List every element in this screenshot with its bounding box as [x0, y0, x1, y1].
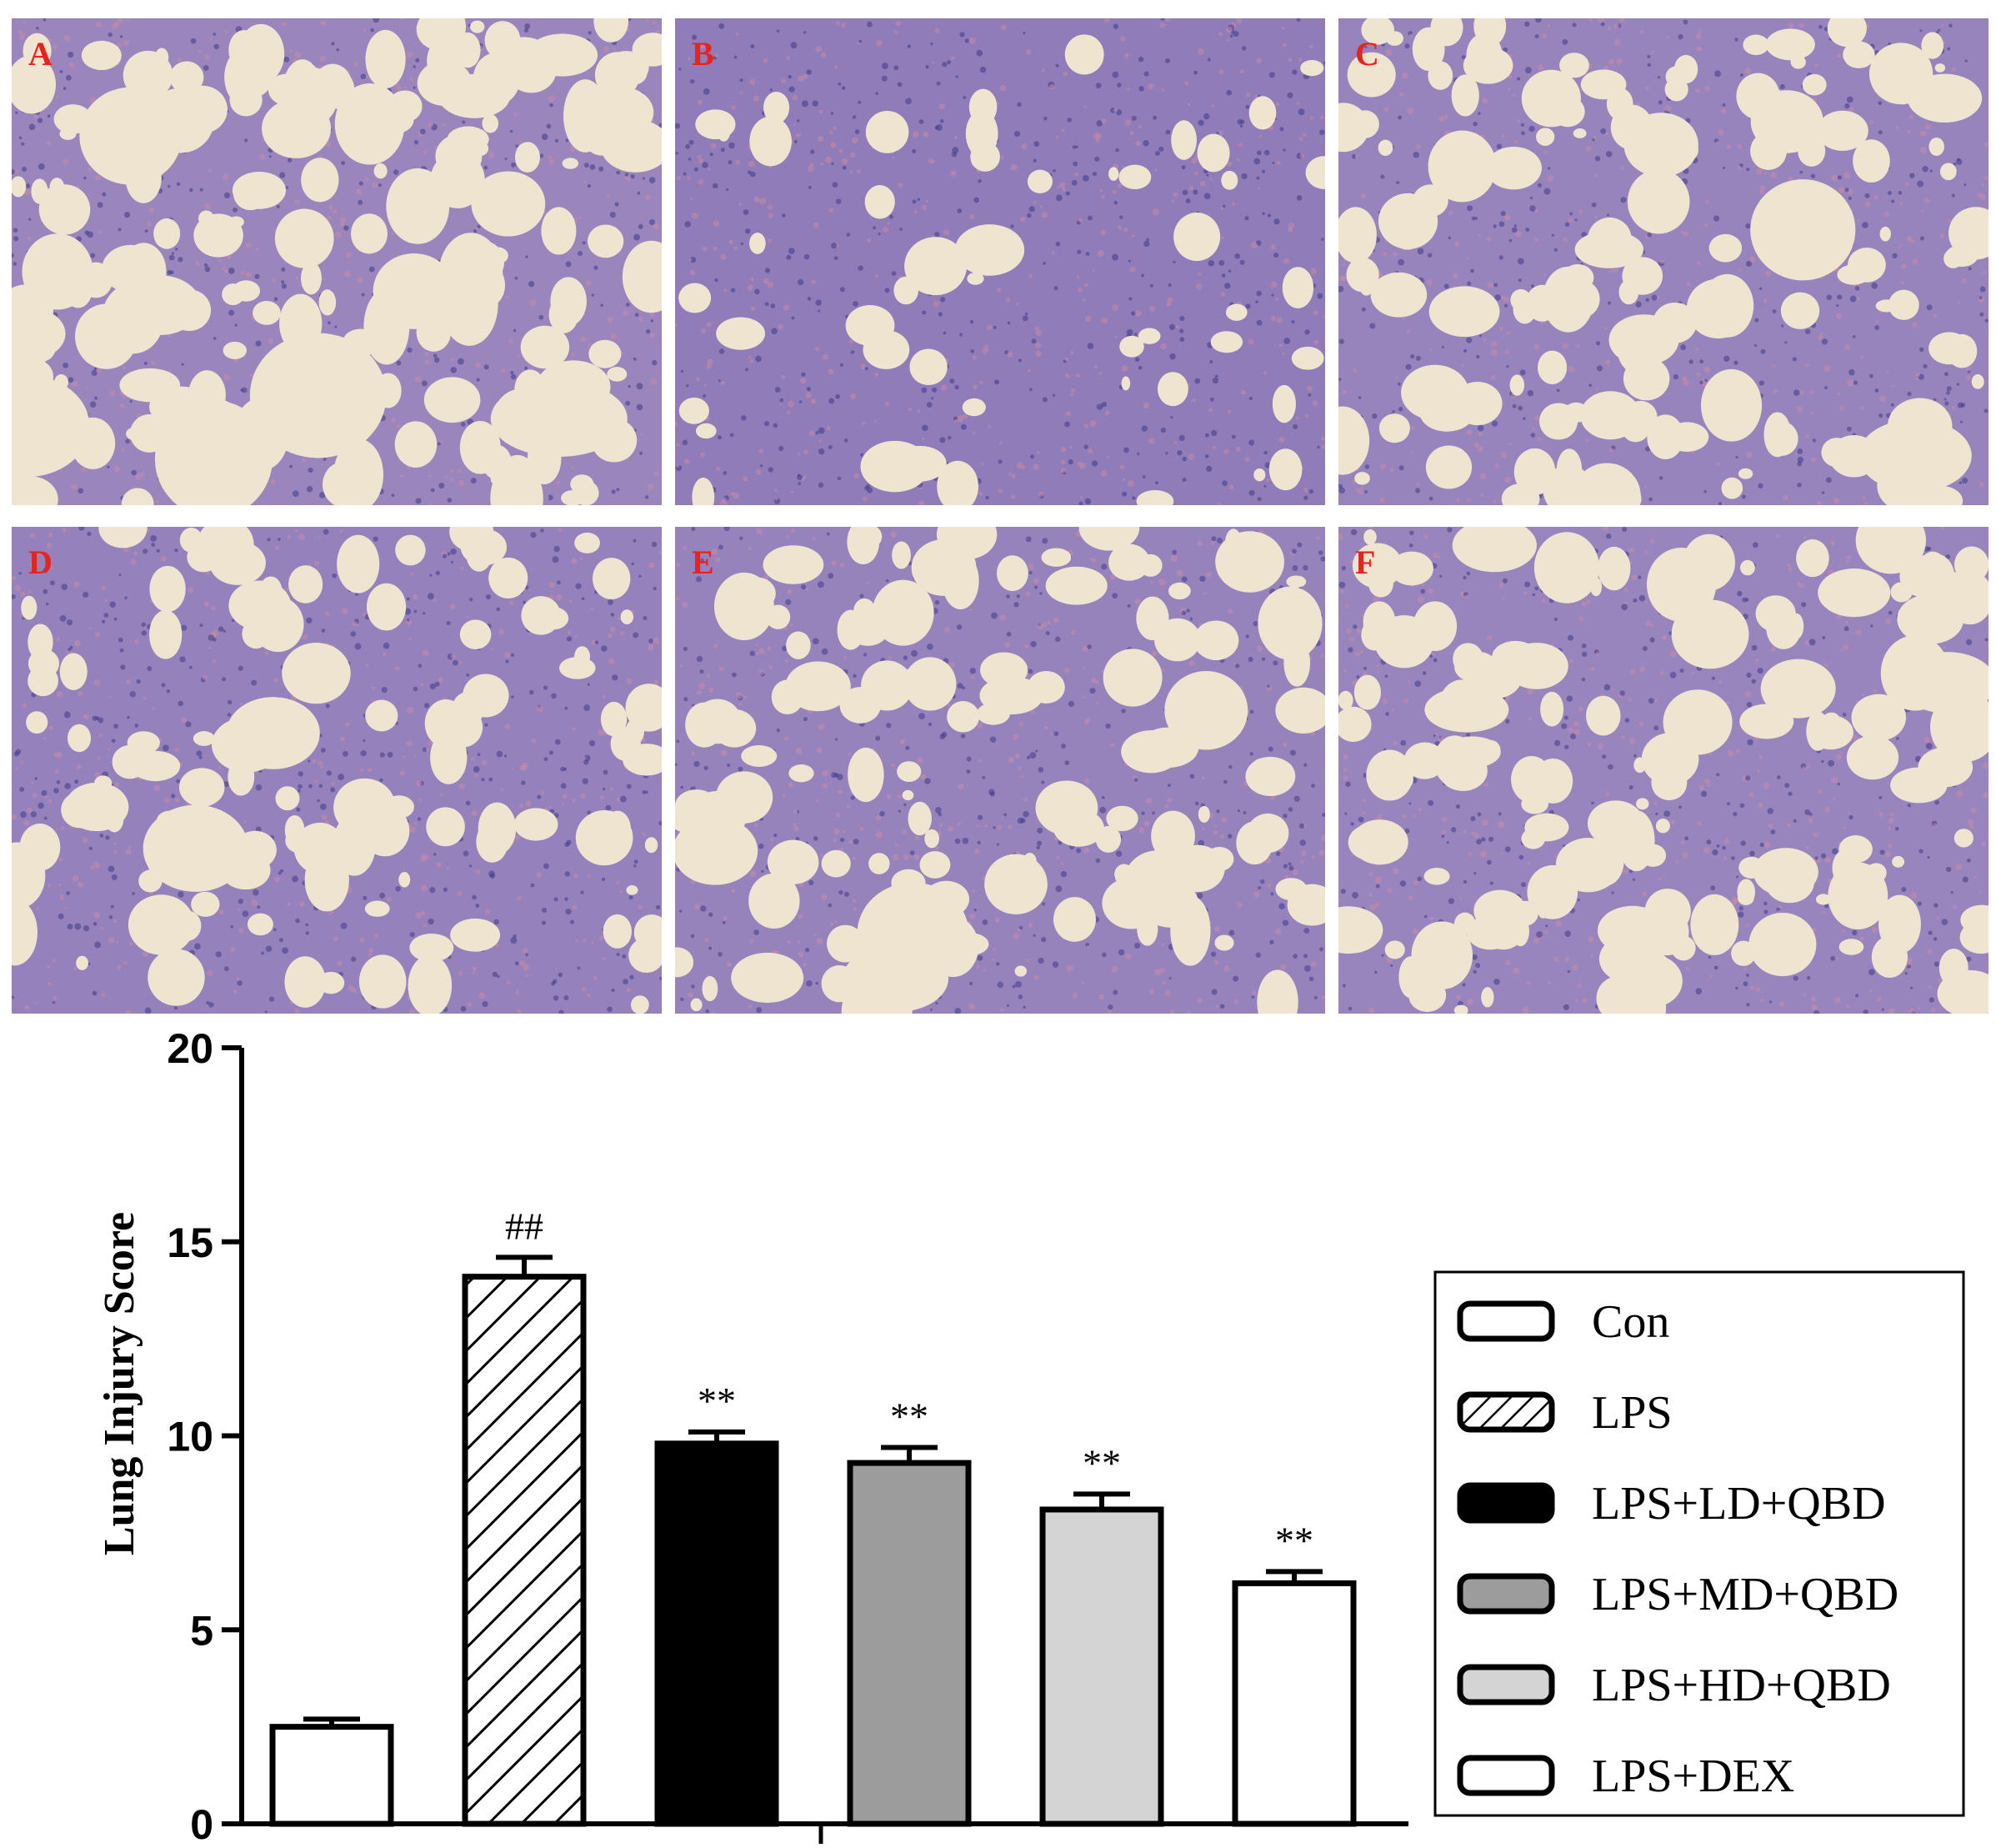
legend-swatch — [1457, 1482, 1555, 1524]
micrograph-panels: A B C D E F — [12, 18, 1988, 1014]
legend-swatch — [1457, 1573, 1555, 1615]
significance-label: ** — [698, 1380, 736, 1422]
legend-item: LPS+DEX — [1457, 1750, 1794, 1802]
panel-label: D — [28, 543, 53, 581]
legend-label: Con — [1592, 1296, 1669, 1348]
micrograph-panel-e: E — [675, 527, 1325, 1014]
bar-chart: 0 5 10 15 20 ## ** ** ** ** Lung Injury Score — [96, 1025, 1408, 1848]
bar-lps-ld-qbd — [654, 1440, 779, 1827]
panel-label: B — [692, 35, 714, 73]
y-axis: 0 5 10 15 20 — [167, 1025, 244, 1848]
y-axis-label: Lung Injury Score — [96, 1212, 143, 1555]
y-tick-label: 10 — [167, 1414, 213, 1460]
micrograph-panel-c: C — [1338, 18, 1988, 505]
micrograph-panel-b: B — [675, 18, 1325, 505]
legend-swatch — [1457, 1664, 1555, 1705]
micrograph-panel-a: A — [12, 18, 662, 505]
bar-con — [269, 1724, 394, 1827]
y-tick-label: 5 — [190, 1607, 213, 1654]
legend-label: LPS+HD+QBD — [1592, 1660, 1891, 1711]
legend-item: LPS+MD+QBD — [1457, 1569, 1898, 1620]
x-axis — [239, 1821, 1408, 1844]
significance-label: ** — [890, 1395, 928, 1437]
y-tick-label: 15 — [167, 1219, 213, 1266]
y-tick-label: 0 — [190, 1801, 213, 1848]
bar-lps-dex — [1232, 1580, 1357, 1827]
significance-label: ** — [1275, 1519, 1313, 1561]
legend-label: LPS+DEX — [1592, 1750, 1794, 1802]
legend-item: LPS+LD+QBD — [1457, 1478, 1886, 1530]
micrograph-panel-d: D — [12, 527, 662, 1014]
legend-swatch — [1457, 1300, 1555, 1342]
legend-label: LPS — [1592, 1387, 1673, 1439]
legend-swatch — [1457, 1755, 1555, 1796]
legend-label: LPS+LD+QBD — [1592, 1478, 1886, 1530]
significance-label: ## — [505, 1204, 543, 1247]
legend-item: LPS — [1457, 1387, 1673, 1439]
panel-label: C — [1355, 35, 1379, 73]
legend: Con LPS LPS+LD+QBD LPS+MD+QBD LPS+HD+QBD LPS+… — [1433, 1270, 1965, 1817]
bars: ## ** ** ** ** — [269, 1204, 1357, 1827]
legend-swatch — [1457, 1391, 1555, 1433]
legend-label: LPS+MD+QBD — [1592, 1569, 1898, 1620]
panel-label: F — [1355, 543, 1375, 581]
legend-item: Con — [1457, 1296, 1669, 1348]
panel-label: E — [692, 543, 714, 581]
significance-label: ** — [1083, 1441, 1121, 1484]
y-tick-label: 20 — [167, 1025, 213, 1072]
micrograph-panel-f: F — [1338, 527, 1988, 1014]
panel-label: A — [28, 35, 53, 73]
bar-lps-hd-qbd — [1039, 1506, 1164, 1827]
legend-item: LPS+HD+QBD — [1457, 1660, 1891, 1711]
bar-lps — [462, 1274, 587, 1827]
bar-lps-md-qbd — [847, 1460, 972, 1827]
legend-frame — [1433, 1270, 1965, 1817]
